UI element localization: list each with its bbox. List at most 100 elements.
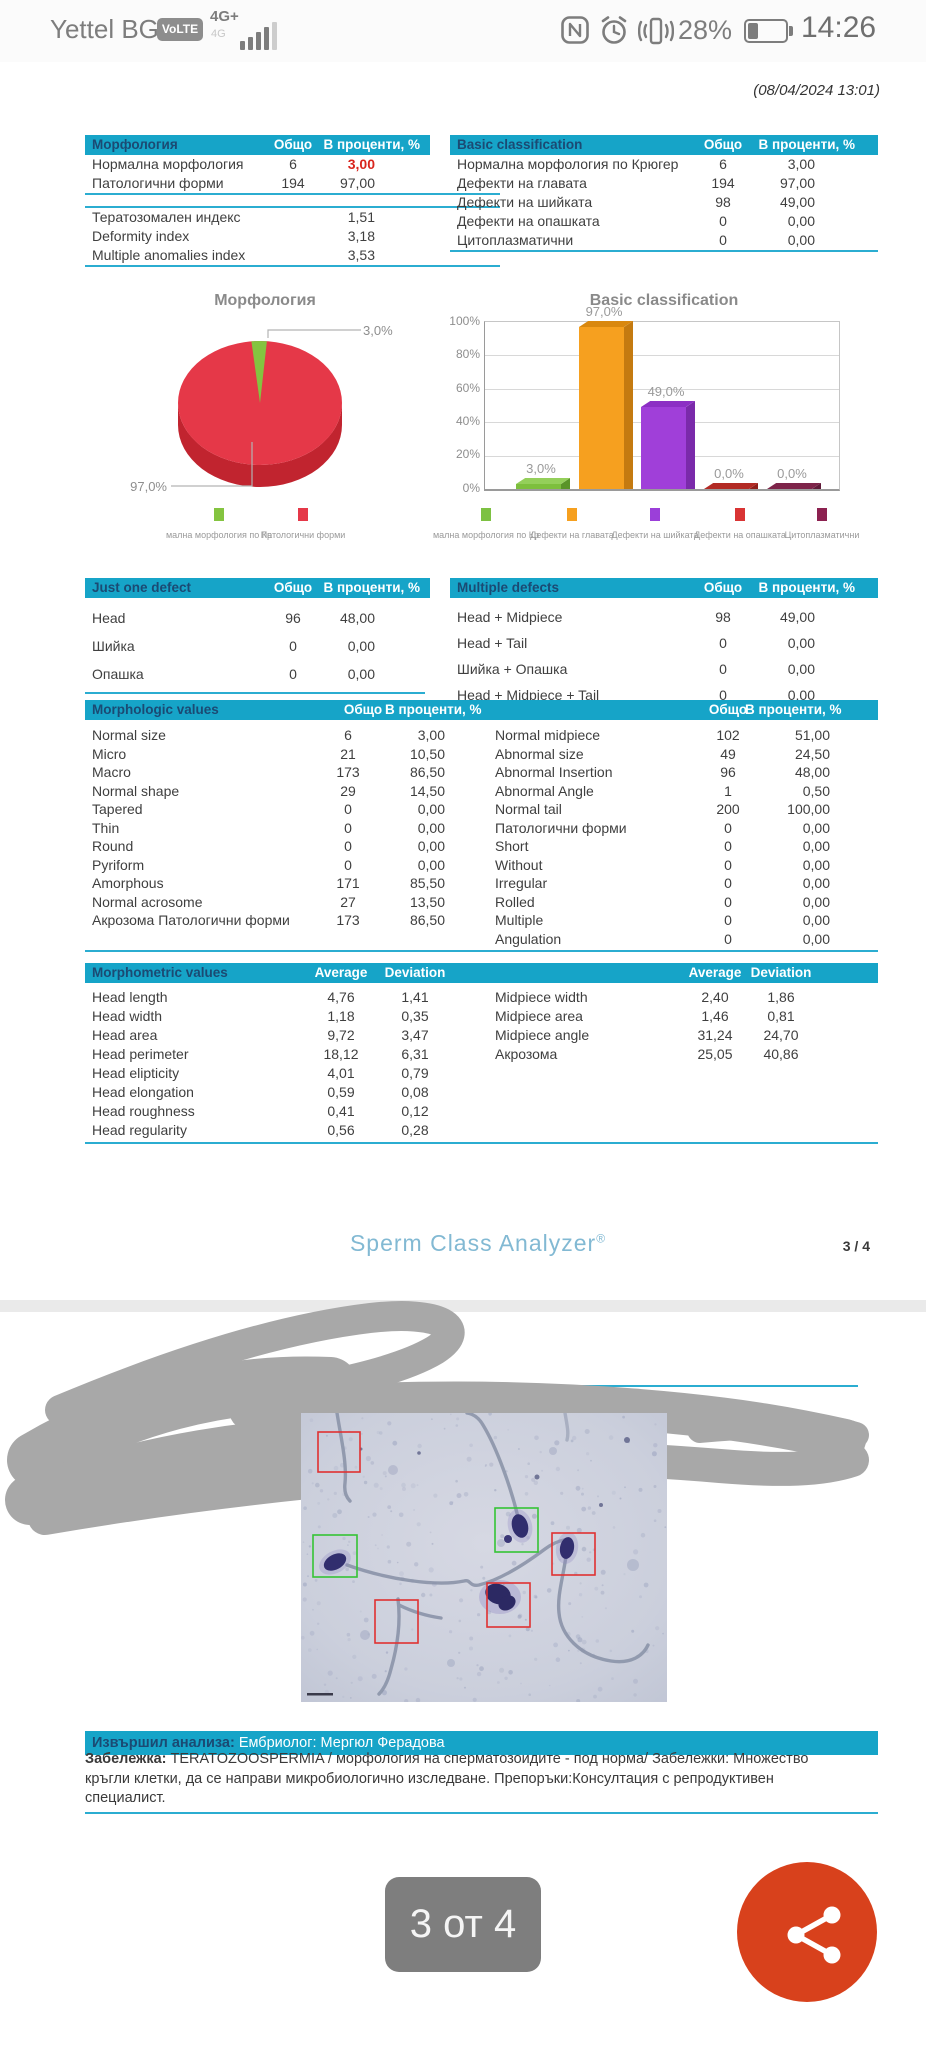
divider — [85, 950, 878, 952]
row-total: 102 — [716, 727, 740, 743]
row-label: Head elongation — [92, 1084, 194, 1100]
row-percent: 3,00 — [417, 727, 445, 743]
row-total: 0 — [344, 819, 352, 836]
table-title: Multiple defects — [457, 580, 560, 595]
table-title: Just one defect — [92, 580, 192, 595]
table-row: Normal acrosome 27 13,50 — [85, 893, 495, 912]
row-label: Шийка — [92, 638, 135, 654]
row-label: Abnormal Insertion — [495, 764, 613, 780]
green-annotation-box — [494, 1507, 539, 1553]
pie-value-label-big: 97,0% — [130, 479, 167, 494]
table-row: Tapered 0 0,00 — [85, 800, 495, 819]
row-percent: 24,50 — [794, 745, 830, 762]
row-percent: 49,00 — [779, 194, 815, 210]
row-average: 31,24 — [697, 1027, 733, 1043]
row-total: 0 — [724, 875, 732, 891]
table-row: Macro 173 86,50 — [85, 763, 495, 782]
legend-label: Патологични форми — [260, 530, 346, 540]
table-row: Патологични форми 0 0,00 — [495, 819, 878, 838]
row-total: 173 — [336, 764, 360, 780]
row-label: Тератозомален индекс — [92, 209, 241, 225]
row-total: 29 — [340, 782, 356, 799]
table-title: Basic classification — [457, 137, 583, 152]
morphologic-values-table-header: Morphologic values Общо В проценти, % Об… — [85, 700, 878, 720]
row-label: Normal midpiece — [495, 727, 601, 743]
divider — [85, 1142, 878, 1144]
row-total: 0 — [289, 666, 297, 682]
red-annotation-box — [551, 1532, 596, 1576]
row-average: 0,59 — [327, 1084, 355, 1100]
table-row: Abnormal Angle 1 0,50 — [495, 782, 878, 801]
row-label: Short — [495, 838, 529, 854]
nfc-icon — [561, 16, 589, 44]
row-label: Head + Tail — [457, 635, 528, 651]
row-average: 0,41 — [327, 1103, 355, 1119]
table-row: Head regularity 0,56 0,28 — [85, 1121, 515, 1140]
row-average: 18,12 — [323, 1046, 359, 1062]
row-total: 98 — [715, 609, 731, 625]
row-label: Irregular — [495, 875, 548, 891]
row-percent: 0,00 — [417, 856, 445, 873]
footer-brand: Sperm Class Analyzer® — [278, 1230, 678, 1257]
row-percent: 0,00 — [787, 213, 815, 229]
row-total: 194 — [711, 175, 735, 191]
pie-chart-figure — [171, 329, 361, 487]
row-total: 0 — [344, 801, 352, 817]
col-header-pct: В проценти, % — [385, 702, 482, 717]
just-one-defect-table-header: Just one defect Общо В проценти, % — [85, 578, 430, 598]
row-label: Midpiece width — [495, 989, 588, 1005]
note-line-2: кръгли клетки, да се направи микробиолог… — [85, 1770, 774, 1787]
row-percent: 86,50 — [409, 764, 445, 780]
row-deviation: 6,31 — [401, 1046, 429, 1062]
col-header-deviation-right: Deviation — [750, 965, 812, 980]
table-row: Pyriform 0 0,00 — [85, 856, 495, 875]
morphometric-right-body: Midpiece width 2,40 1,86 Midpiece area 1… — [495, 988, 878, 1064]
row-percent: 0,00 — [417, 801, 445, 817]
divider — [450, 250, 878, 252]
table-row: Дефекти на опашката 0 0,00 — [450, 212, 878, 231]
row-percent: 97,00 — [779, 175, 815, 191]
morphology-pie-chart: Морфология 3,0% 97,0% мална морфология п… — [85, 290, 445, 570]
table-row: Normal shape 29 14,50 — [85, 782, 495, 801]
page-gap — [0, 1300, 926, 1312]
row-total: 0 — [719, 635, 727, 651]
row-label: Патологични форми — [495, 819, 627, 836]
col-header-average: Average — [314, 965, 368, 980]
legend-label: мална морфология по Кр — [165, 530, 273, 540]
row-label: Дефекти на главата — [457, 175, 587, 191]
table-row: Round 0 0,00 — [85, 837, 495, 856]
legend-label: мална морфология по Кр — [432, 530, 540, 540]
table-row: Midpiece width 2,40 1,86 — [495, 988, 878, 1007]
table-row: Head length 4,76 1,41 — [85, 988, 515, 1007]
scale-bar — [307, 1693, 333, 1696]
divider — [85, 193, 500, 195]
row-total: 0 — [724, 856, 732, 873]
row-percent: 0,00 — [802, 819, 830, 836]
red-annotation-box — [374, 1599, 419, 1644]
row-label: Abnormal Angle — [495, 782, 594, 799]
row-deviation: 0,79 — [401, 1065, 429, 1081]
table-row: Опашка 0 0,00 — [85, 660, 505, 688]
row-percent: 3,00 — [347, 156, 375, 172]
legend-swatch — [298, 508, 308, 521]
note-underline — [85, 1812, 878, 1814]
row-percent: 0,00 — [802, 875, 830, 891]
row-label: Amorphous — [92, 875, 164, 891]
row-label: Head regularity — [92, 1122, 187, 1138]
legend-swatch — [214, 508, 224, 521]
row-percent: 0,00 — [802, 856, 830, 873]
row-percent: 48,00 — [794, 764, 830, 780]
row-total: 0 — [719, 213, 727, 229]
row-percent: 0,00 — [787, 232, 815, 248]
share-button[interactable] — [737, 1862, 877, 2002]
divider — [85, 206, 500, 208]
row-label: Head length — [92, 989, 168, 1005]
analyst-label: Извършил анализа: — [92, 1735, 235, 1751]
row-deviation: 0,81 — [767, 1008, 795, 1024]
clock-label: 14:26 — [801, 11, 877, 44]
footer-page-number: 3 / 4 — [842, 1238, 870, 1254]
red-annotation-box — [486, 1582, 531, 1628]
row-label: Цитоплазматични — [457, 232, 574, 248]
row-deviation: 40,86 — [763, 1046, 799, 1062]
